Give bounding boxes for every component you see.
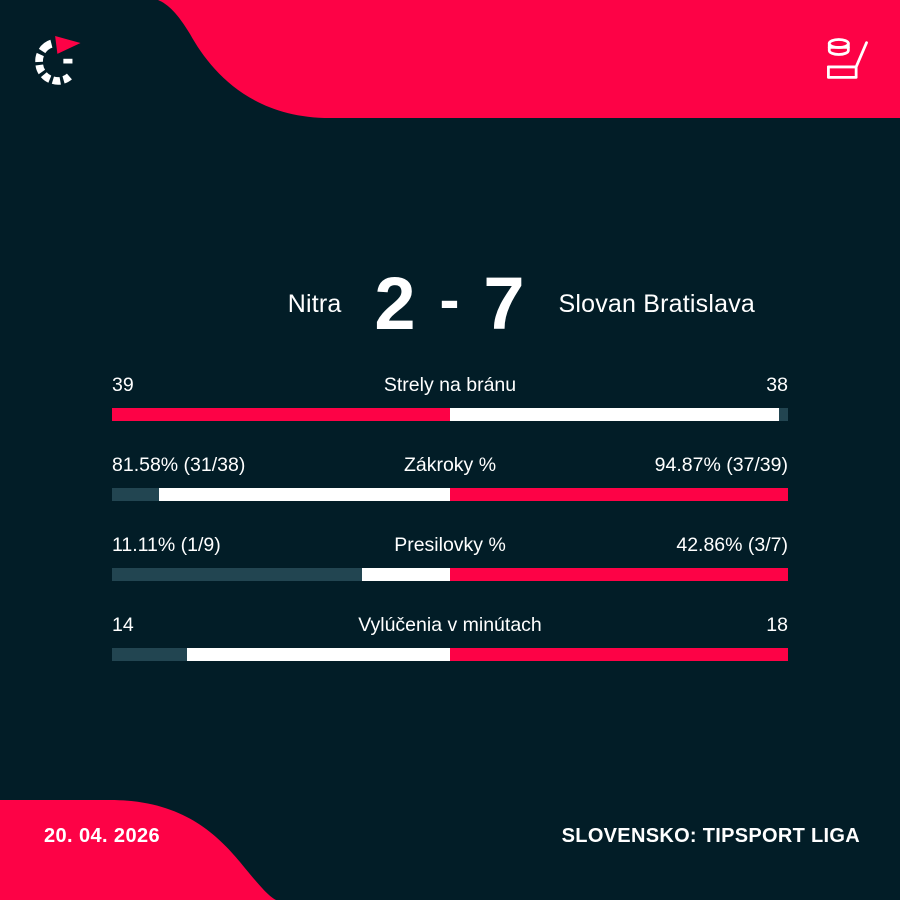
stat-bar-away xyxy=(450,568,788,581)
header-bar xyxy=(0,0,900,120)
stat-title: Vylúčenia v minútach xyxy=(358,614,542,636)
header-red-shape xyxy=(158,0,900,118)
stat-labels: 14 Vylúčenia v minútach 18 xyxy=(112,614,788,640)
stat-title: Presilovky % xyxy=(394,534,506,556)
score-separator: - xyxy=(439,266,461,333)
stat-bar-track xyxy=(112,408,788,421)
stat-labels: 81.58% (31/38) Zákroky % 94.87% (37/39) xyxy=(112,454,788,480)
stat-home-value: 39 xyxy=(112,374,134,396)
stat-row: 14 Vylúčenia v minútach 18 xyxy=(112,614,788,661)
stat-title: Strely na bránu xyxy=(383,374,517,396)
flashscore-logo[interactable] xyxy=(28,32,84,88)
stat-bar-away xyxy=(450,408,780,421)
stat-labels: 11.11% (1/9) Presilovky % 42.86% (3/7) xyxy=(112,534,788,560)
stat-away-value: 38 xyxy=(766,374,788,396)
stat-away-value: 42.86% (3/7) xyxy=(676,534,788,556)
footer-bar: 20. 04. 2026 SLOVENSKO: TIPSPORT LIGA xyxy=(0,780,900,900)
footer-red-shape xyxy=(0,800,276,900)
stat-away-value: 18 xyxy=(766,614,788,636)
stat-bar-away xyxy=(450,488,788,501)
stat-row: 11.11% (1/9) Presilovky % 42.86% (3/7) xyxy=(112,534,788,581)
statistics-list: 39 Strely na bránu 38 81.58% (31/38) Zákroky… xyxy=(112,374,788,661)
match-date: 20. 04. 2026 xyxy=(44,825,161,847)
away-team-name: Slovan Bratislava xyxy=(558,289,756,318)
stat-labels: 39 Strely na bránu 38 xyxy=(112,374,788,400)
stat-row: 39 Strely na bránu 38 xyxy=(112,374,788,421)
stat-bar-track xyxy=(112,488,788,501)
stat-home-value: 11.11% (1/9) xyxy=(112,534,221,556)
stat-away-value: 94.87% (37/39) xyxy=(654,454,788,476)
stat-bar-home xyxy=(362,568,450,581)
stat-title: Zákroky % xyxy=(403,454,497,476)
stat-row: 81.58% (31/38) Zákroky % 94.87% (37/39) xyxy=(112,454,788,501)
stat-home-value: 81.58% (31/38) xyxy=(112,454,246,476)
stat-bar-home xyxy=(159,488,450,501)
ice-hockey-icon xyxy=(827,38,868,79)
stat-home-value: 14 xyxy=(112,614,134,636)
scoreline: Nitra 2 - 7 Slovan Bratislava xyxy=(0,258,900,350)
stat-bar-home xyxy=(112,408,450,421)
stat-bar-track xyxy=(112,648,788,661)
score-block: 2 - 7 xyxy=(368,267,533,341)
stat-bar-track xyxy=(112,568,788,581)
stat-bar-home xyxy=(187,648,450,661)
stat-bar-away xyxy=(450,648,788,661)
home-team-name: Nitra xyxy=(287,289,342,318)
home-score: 2 xyxy=(374,262,417,345)
away-score: 7 xyxy=(483,262,526,345)
league-name: SLOVENSKO: TIPSPORT LIGA xyxy=(561,825,860,847)
